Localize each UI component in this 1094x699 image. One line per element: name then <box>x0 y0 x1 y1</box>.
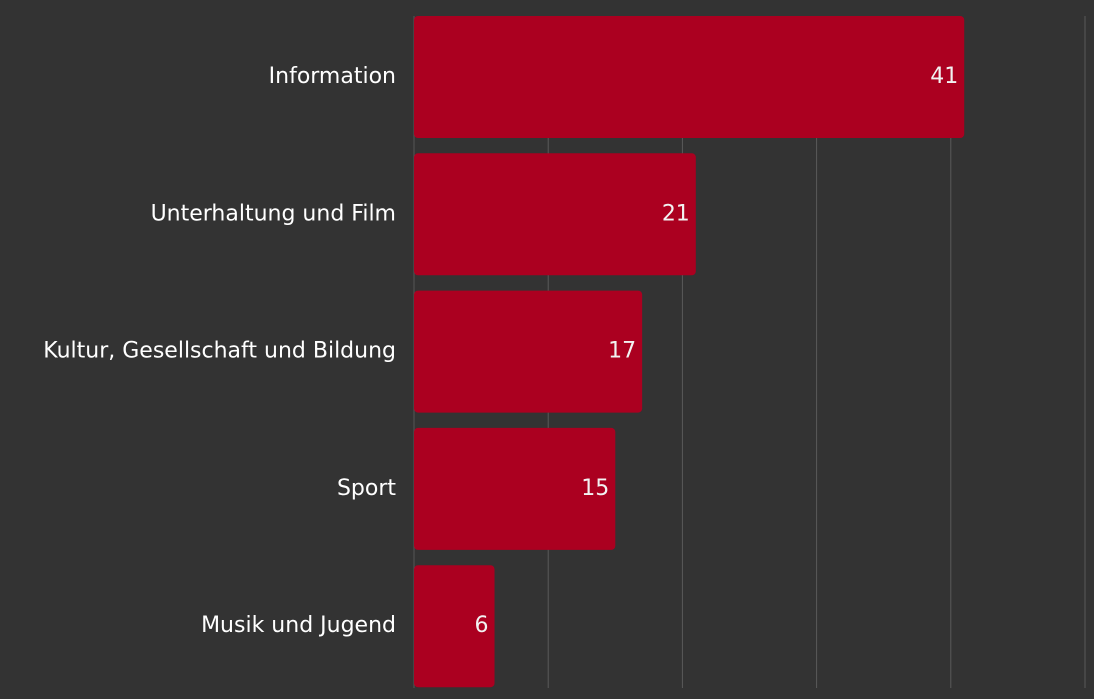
bar-2 <box>414 290 643 413</box>
category-label: Musik und Jugend <box>201 613 396 638</box>
category-label: Information <box>269 64 396 89</box>
data-label: 6 <box>475 613 489 638</box>
bar-4 <box>414 565 495 688</box>
bar-1 <box>414 153 696 276</box>
data-label: 21 <box>662 201 690 226</box>
bar-0 <box>414 16 965 138</box>
data-label: 41 <box>930 64 958 89</box>
category-label: Kultur, Gesellschaft und Bildung <box>43 339 396 364</box>
category-label: Sport <box>337 476 396 501</box>
bars <box>414 16 965 688</box>
category-labels: Information Unterhaltung und Film Kultur, … <box>43 64 396 638</box>
bar-3 <box>414 427 616 550</box>
value-labels: 41 21 17 15 6 <box>475 64 959 638</box>
data-label: 17 <box>608 339 636 364</box>
data-label: 15 <box>581 476 609 501</box>
category-label: Unterhaltung und Film <box>151 201 396 226</box>
